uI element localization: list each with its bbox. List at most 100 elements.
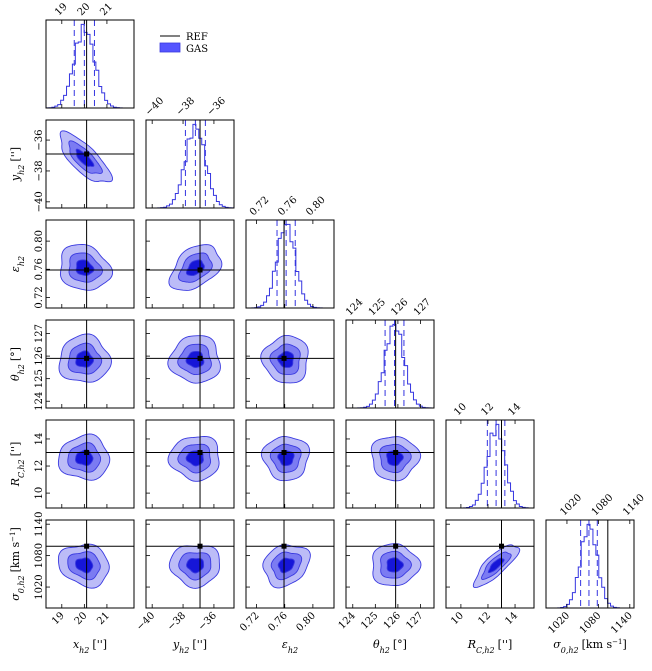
tick-label-y: −40 bbox=[135, 610, 158, 633]
contour-panel-y-s: −40 −38 −36 bbox=[135, 519, 235, 633]
frame bbox=[145, 419, 235, 509]
frame-x bbox=[45, 19, 135, 109]
tick-label-r: 14 bbox=[34, 433, 45, 446]
tick-label-t: 124 bbox=[337, 610, 358, 631]
ylabel-s: σ0,h2[km s−1] bbox=[9, 527, 26, 601]
contour-group-t-r bbox=[346, 420, 434, 508]
ref-point bbox=[84, 543, 90, 549]
tick-label-r: 14 bbox=[503, 610, 520, 627]
ref-point bbox=[197, 355, 203, 361]
frame-s bbox=[545, 519, 635, 609]
tick-label-top-y: −38 bbox=[174, 95, 197, 118]
tick-label-t: 125 bbox=[34, 369, 45, 388]
contour-group-x-e bbox=[46, 220, 134, 308]
frame-t bbox=[345, 319, 435, 409]
frame bbox=[45, 119, 135, 209]
frame bbox=[145, 319, 235, 409]
ref-point bbox=[499, 543, 505, 549]
contour-panel-t-r bbox=[345, 419, 435, 509]
tick-label-x: 21 bbox=[95, 610, 112, 627]
contour-level-3 bbox=[75, 557, 94, 574]
hist-panel-t: 124 125 126 127 bbox=[344, 297, 435, 409]
contour-panel-e-s: 0.72 0.76 0.80 bbox=[238, 519, 335, 634]
contour-level-3 bbox=[75, 148, 95, 167]
ref-point bbox=[84, 355, 90, 361]
tick-label-r: 12 bbox=[476, 610, 493, 627]
contour-panel-y-r bbox=[145, 419, 235, 509]
tick-label-y: −36 bbox=[34, 130, 45, 151]
hist-steps-e bbox=[245, 223, 334, 309]
tick-label-top-e: 0.72 bbox=[248, 195, 272, 219]
tick-label-r: 10 bbox=[34, 487, 45, 500]
tick-label-top-t: 127 bbox=[412, 297, 433, 318]
ref-point bbox=[281, 543, 287, 549]
tick-label-t: 126 bbox=[382, 610, 403, 631]
tick-label-r: 12 bbox=[34, 460, 45, 473]
tick-label-s: 1020 bbox=[34, 574, 45, 599]
contour-group-t-s bbox=[346, 520, 434, 608]
tick-label-top-x: 19 bbox=[53, 1, 70, 18]
legend: REF GAS bbox=[159, 32, 208, 55]
tick-label-e: 0.80 bbox=[294, 610, 318, 634]
tick-label-top-r: 12 bbox=[479, 401, 496, 418]
contour-panel-x-t: 124 125 126 127 bbox=[34, 319, 135, 411]
contour-panel-x-e: 0.72 0.76 0.80 bbox=[34, 219, 135, 309]
ylabel-y: yh2[''] bbox=[9, 147, 26, 182]
frame bbox=[45, 419, 135, 509]
tick-label-top-s: 1080 bbox=[590, 492, 616, 518]
contour-panel-y-e bbox=[145, 219, 235, 309]
tick-label-e: 0.80 bbox=[34, 230, 45, 252]
contour-panel-r-s: 10 12 14 bbox=[445, 519, 535, 627]
tick-label-s: 1020 bbox=[546, 610, 572, 636]
tick-label-y: −38 bbox=[34, 160, 45, 181]
ref-point bbox=[281, 449, 287, 455]
tick-label-top-x: 20 bbox=[76, 1, 93, 18]
tick-label-e: 0.76 bbox=[34, 258, 45, 280]
xlabel-t: θh2 [°] bbox=[373, 638, 407, 655]
tick-label-r: 10 bbox=[449, 610, 466, 627]
legend-ref-label: REF bbox=[186, 32, 208, 43]
contour-group-y-t bbox=[146, 320, 234, 408]
ylabel-e: εh2 bbox=[9, 256, 26, 272]
frame bbox=[45, 319, 135, 409]
ylabel-t: θh2[°] bbox=[9, 347, 26, 381]
tick-label-top-e: 0.76 bbox=[276, 195, 300, 219]
tick-label-top-y: −40 bbox=[144, 95, 167, 118]
frame bbox=[145, 219, 235, 309]
contour-group-e-r bbox=[246, 420, 334, 508]
tick-label-t: 125 bbox=[359, 610, 380, 631]
ref-point bbox=[84, 151, 90, 157]
hist-panel-r: 10 12 14 bbox=[445, 401, 535, 509]
frame-r bbox=[445, 419, 535, 509]
contour-group-x-t bbox=[46, 320, 134, 408]
tick-label-y: −36 bbox=[196, 610, 219, 633]
contour-panel-e-t bbox=[245, 319, 335, 409]
frame-e bbox=[245, 219, 335, 309]
contour-level-3 bbox=[487, 557, 505, 574]
tick-label-y: −38 bbox=[165, 610, 188, 633]
tick-label-e: 0.76 bbox=[266, 610, 290, 634]
ref-point bbox=[393, 449, 399, 455]
hist-steps-y bbox=[145, 123, 235, 209]
frame bbox=[345, 419, 435, 509]
ref-point bbox=[197, 267, 203, 273]
tick-label-top-e: 0.80 bbox=[304, 195, 328, 219]
contour-group-x-r bbox=[46, 420, 134, 508]
tick-label-top-s: 1020 bbox=[558, 492, 584, 518]
contour-panel-y-t bbox=[145, 319, 235, 409]
hist-panel-y: −40 −38 −36 bbox=[144, 95, 235, 209]
tick-label-top-r: 10 bbox=[452, 401, 469, 418]
tick-label-s: 1140 bbox=[609, 610, 635, 636]
tick-label-top-r: 14 bbox=[506, 401, 523, 418]
contour-level-3 bbox=[277, 557, 295, 574]
contour-group-r-s bbox=[446, 520, 534, 608]
legend-gas-swatch bbox=[159, 42, 181, 53]
contour-group-y-s bbox=[146, 520, 234, 608]
contour-group-y-e bbox=[146, 220, 234, 308]
contour-group-y-r bbox=[146, 420, 234, 508]
legend-gas-label: GAS bbox=[186, 44, 208, 55]
tick-label-top-s: 1140 bbox=[621, 492, 647, 518]
